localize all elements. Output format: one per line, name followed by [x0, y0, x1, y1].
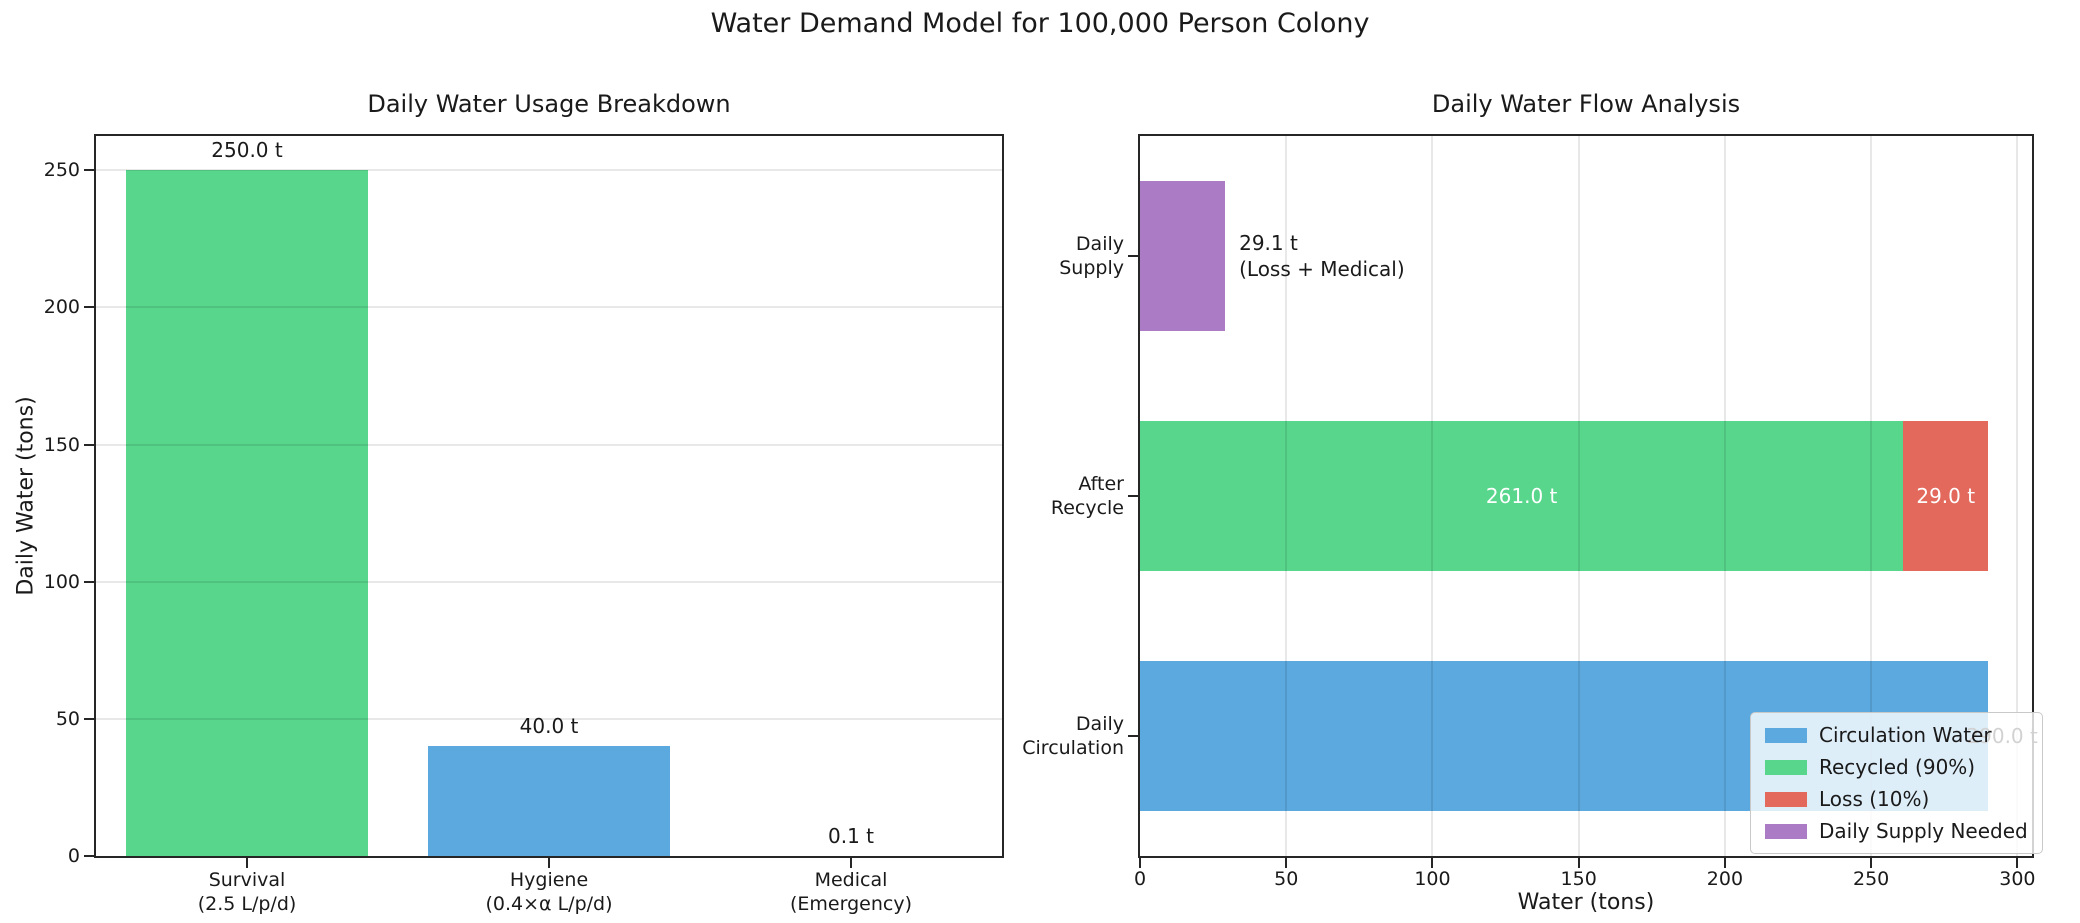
grid-line — [96, 443, 1002, 446]
x-tick-label: 150 — [1560, 868, 1597, 890]
legend-item: Loss (10%) — [1765, 787, 2028, 811]
left-y-axis-label: Daily Water (tons) — [13, 396, 39, 596]
bar-segment — [1903, 421, 1989, 571]
y-tick-label: 100 — [43, 570, 80, 593]
y-tick-label: 50 — [55, 707, 80, 730]
right-axes: Daily Water Flow Analysis Water (tons) C… — [1022, 90, 2043, 915]
y-tick — [84, 443, 94, 446]
y-tick-label: 200 — [43, 296, 80, 319]
grid-line — [96, 580, 1002, 583]
x-tick-label: Medical (Emergency) — [790, 869, 912, 915]
x-tick-label: 0 — [1133, 868, 1147, 890]
x-tick-label: 200 — [1706, 868, 1744, 890]
x-tick-label: Survival (2.5 L/p/d) — [197, 869, 297, 915]
right-axes-title: Daily Water Flow Analysis — [1431, 90, 1741, 118]
value-label: 250.0 t — [211, 138, 283, 163]
x-tick — [1431, 858, 1434, 868]
annotation: 29.1 t (Loss + Medical) — [1239, 231, 1405, 281]
value-label: 40.0 t — [519, 714, 579, 739]
y-tick — [84, 306, 94, 309]
grid-line — [96, 717, 1002, 720]
bar-segment — [1140, 181, 1226, 331]
y-tick — [1128, 495, 1138, 497]
bar — [126, 170, 368, 856]
y-tick — [84, 580, 94, 583]
figure-title: Water Demand Model for 100,000 Person Co… — [710, 8, 1370, 39]
grid-line — [1577, 136, 1580, 856]
segment-label: 261.0 t — [1485, 484, 1558, 508]
x-tick — [1577, 858, 1580, 868]
grid-line — [1870, 136, 1873, 856]
y-tick — [1128, 735, 1138, 737]
x-tick-label: 50 — [1274, 868, 1299, 890]
y-tick-label: 0 — [67, 845, 80, 867]
legend-swatch-icon — [1765, 759, 1807, 775]
x-tick — [246, 858, 248, 868]
legend-item: Daily Supply Needed — [1765, 819, 2028, 843]
y-tick — [1128, 255, 1138, 257]
legend-label: Loss (10%) — [1819, 787, 1930, 811]
grid-line — [96, 306, 1002, 309]
x-tick — [850, 858, 852, 868]
grid-line — [1723, 136, 1726, 856]
grid-line — [96, 169, 1002, 172]
x-tick-label: Hygiene (0.4×α L/p/d) — [485, 869, 613, 915]
legend-swatch-icon — [1765, 727, 1807, 743]
legend-label: Daily Supply Needed — [1819, 819, 2028, 843]
grid-line — [1431, 136, 1434, 856]
legend-label: Circulation Water — [1819, 723, 1992, 747]
y-tick — [84, 717, 94, 720]
grid-line — [1285, 136, 1288, 856]
left-axes: Daily Water Usage Breakdown Daily Water … — [14, 90, 1004, 915]
y-tick — [84, 855, 94, 857]
x-tick — [2016, 858, 2019, 868]
segment-label: 29.0 t — [1916, 484, 1976, 508]
right-x-axis-label: Water (tons) — [1517, 890, 1655, 915]
x-tick — [548, 858, 550, 868]
x-tick — [1139, 858, 1141, 868]
y-tick-label: Daily Supply — [1059, 233, 1124, 279]
left-axes-title: Daily Water Usage Breakdown — [367, 90, 731, 118]
y-tick-label: 250 — [43, 159, 80, 182]
value-label: 0.1 t — [827, 823, 875, 848]
x-tick-label: 300 — [1999, 868, 2036, 890]
x-tick — [1870, 858, 1873, 868]
x-tick-label: 100 — [1414, 868, 1451, 890]
x-tick — [1723, 858, 1726, 868]
y-tick-label: Daily Circulation — [1022, 713, 1124, 759]
legend-item: Recycled (90%) — [1765, 755, 2028, 779]
legend-label: Recycled (90%) — [1819, 755, 1976, 779]
x-tick — [1285, 858, 1288, 868]
y-tick-label: 150 — [43, 433, 80, 456]
legend-swatch-icon — [1765, 823, 1807, 839]
grid-line — [2016, 136, 2019, 856]
y-tick — [84, 169, 94, 172]
bar — [428, 746, 670, 856]
bar-segment — [1140, 421, 1904, 571]
x-tick-label: 250 — [1853, 868, 1890, 890]
legend: Circulation Water Recycled (90%) Loss (10%… — [1750, 712, 2043, 854]
legend-swatch-icon — [1765, 791, 1807, 807]
y-tick-label: After Recycle — [1050, 473, 1124, 519]
legend-item: Circulation Water — [1765, 723, 2028, 747]
